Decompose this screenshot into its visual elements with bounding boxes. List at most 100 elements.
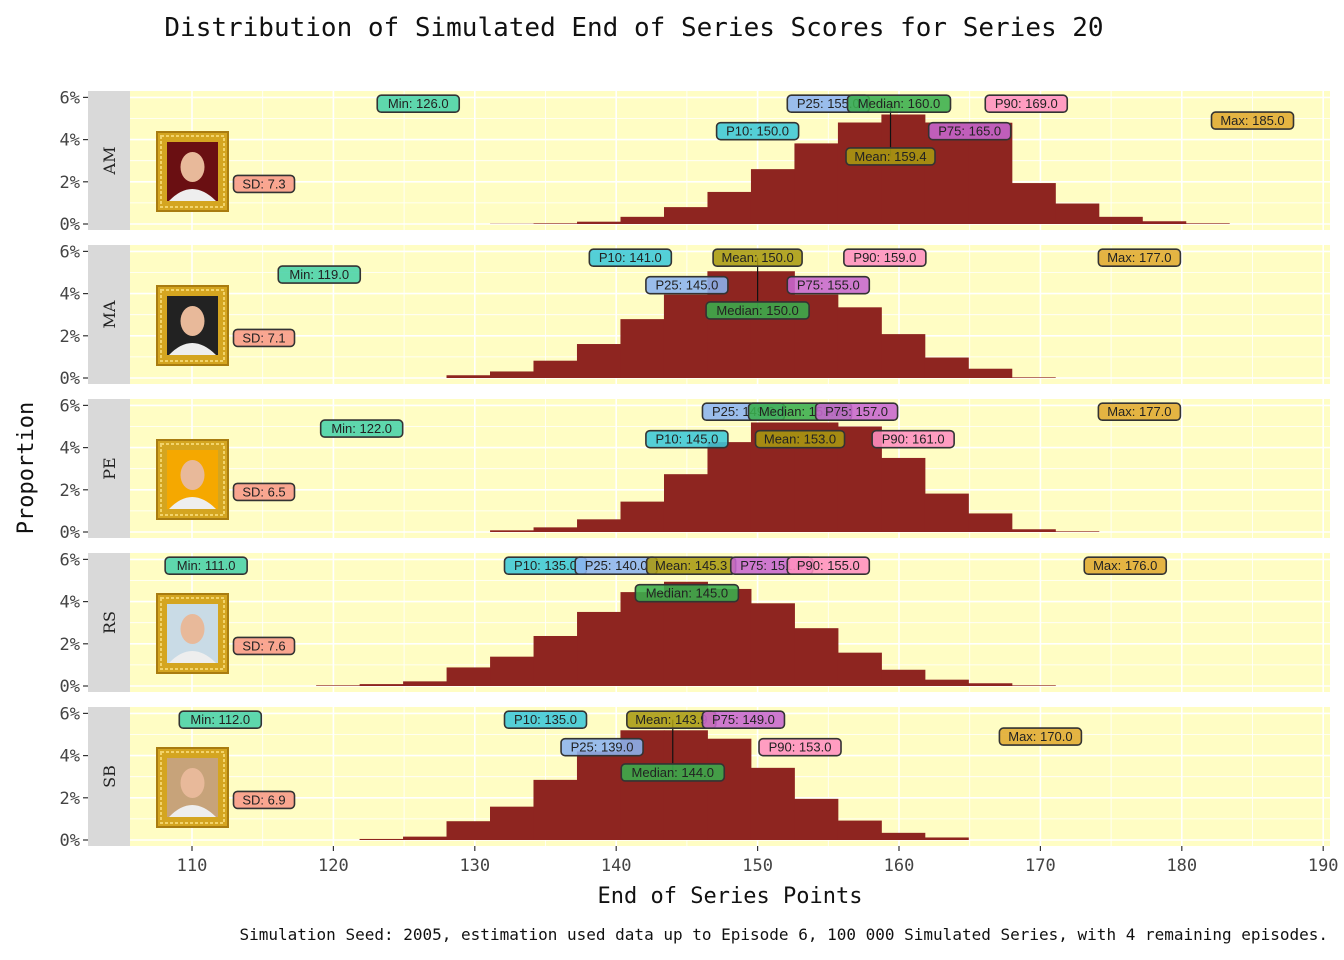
stat-label-p75: P75: 149.0 <box>701 710 786 730</box>
contestant-portrait <box>156 131 229 212</box>
y-tick-label: 2% <box>60 635 80 655</box>
y-tick-label: 6% <box>60 704 80 724</box>
histogram-bar <box>707 588 752 686</box>
stat-label-mean: Mean: 153.0 <box>754 429 846 449</box>
histogram-bar <box>663 294 708 378</box>
shoulders-shape <box>169 189 216 201</box>
histogram-bar <box>968 513 1013 532</box>
stat-label-text: Median: 160.0 <box>858 96 940 111</box>
stat-label-box <box>1210 111 1295 130</box>
stat-label-text: Mean: 159.4 <box>854 149 926 164</box>
contestant-portrait <box>156 747 229 828</box>
face-shape <box>180 152 205 182</box>
shoulders-shape <box>169 651 216 663</box>
stat-label-box <box>701 710 786 730</box>
frame-ornament <box>160 751 225 824</box>
stat-label-box <box>178 710 263 730</box>
histogram-bar <box>490 371 534 378</box>
stat-label-text: P25: 145.0 <box>655 278 718 293</box>
histogram-bar <box>490 806 534 840</box>
facet-strip <box>88 91 130 230</box>
x-tick-label: 130 <box>459 856 490 876</box>
stat-label-mean: Mean: 150.0 <box>712 248 803 268</box>
x-tick-label: 150 <box>742 856 773 876</box>
stat-label-text: Median: 144.0 <box>632 765 714 780</box>
histogram-bar <box>968 368 1013 378</box>
face-shape <box>180 306 205 336</box>
stat-label-box <box>927 121 1012 141</box>
stat-label-text: Max: 176.0 <box>1093 558 1157 573</box>
histogram-bar <box>663 474 708 532</box>
y-tick-label: 4% <box>60 593 80 613</box>
stat-label-box <box>634 583 740 603</box>
stat-label-box <box>620 763 726 782</box>
histogram-bar <box>924 493 969 532</box>
y-tick-label: 4% <box>60 285 80 305</box>
y-tick-label: 6% <box>60 88 80 108</box>
histogram-bar <box>1055 531 1100 532</box>
stat-label-text: Min: 126.0 <box>388 96 449 111</box>
stat-label-box <box>560 737 644 757</box>
stat-label-max: Max: 177.0 <box>1097 402 1182 422</box>
histogram-bar <box>1011 685 1056 686</box>
stat-label-median: Median: 160.0 <box>846 94 952 114</box>
histogram-bar <box>446 821 491 840</box>
stat-label-box <box>705 301 810 320</box>
histogram-bar <box>576 751 621 840</box>
facet-strip <box>88 399 130 538</box>
stat-label-box <box>503 710 588 730</box>
histogram-bar <box>577 611 622 686</box>
stat-label-box <box>998 727 1083 746</box>
y-tick-label: 2% <box>60 789 80 809</box>
stat-label-min: Min: 119.0 <box>277 265 362 284</box>
stat-label-p25: P25: 139.0 <box>560 737 644 757</box>
face-shape <box>180 768 205 798</box>
histogram-bar <box>837 652 882 686</box>
stat-label-median: Median: 144.0 <box>620 763 726 782</box>
stat-label-box <box>1083 556 1168 576</box>
stat-label-text: P10: 145.0 <box>655 432 718 447</box>
histogram-bar <box>663 730 708 840</box>
histogram-bar <box>533 635 578 686</box>
panel-rs: RS 0% 2% 4% 6% Min: 111.0 P10: 135.0 P25: 140.0… <box>60 550 1330 697</box>
y-tick-label: 0% <box>60 369 80 389</box>
histogram-bar <box>1142 221 1187 224</box>
stat-label-text: Median: 150.0 <box>716 303 798 318</box>
stat-label-box <box>814 402 899 422</box>
stat-label-text: P90: 169.0 <box>995 96 1058 111</box>
histogram-bar <box>403 681 448 686</box>
stat-label-min: Min: 112.0 <box>178 710 263 730</box>
histogram-bar <box>750 767 795 840</box>
stat-label-text: Max: 185.0 <box>1220 113 1284 128</box>
stat-label-max: Max: 176.0 <box>1083 556 1168 576</box>
stat-label-text: P25: 155.0 <box>797 96 860 111</box>
histogram-bar <box>794 143 839 224</box>
stat-label-text: P10: 135.0 <box>514 712 577 727</box>
y-tick-label: 4% <box>60 439 80 459</box>
stat-label-p10: P10: 135.0 <box>503 710 588 730</box>
histogram-bar <box>533 527 578 532</box>
histogram-bar <box>1011 183 1056 224</box>
y-tick-label: 0% <box>60 677 80 697</box>
facet-strip <box>88 245 130 384</box>
stat-label-text: P10: 150.0 <box>726 124 789 139</box>
stat-label-p90: P90: 169.0 <box>984 94 1069 114</box>
histogram-bar <box>1055 203 1100 224</box>
stat-label-box <box>164 556 248 576</box>
facet-strip-label: MA <box>100 300 119 328</box>
histogram-bar <box>750 603 795 686</box>
histogram-bar <box>707 191 752 224</box>
histogram-bar <box>794 798 839 840</box>
stat-label-text: SD: 6.9 <box>242 792 285 807</box>
stat-label-text: Min: 119.0 <box>289 267 349 282</box>
shoulders-shape <box>169 805 216 817</box>
stat-label-box <box>1097 402 1182 422</box>
stat-label-text: Min: 111.0 <box>177 558 236 573</box>
stat-label-sd: SD: 7.6 <box>232 636 296 656</box>
histogram-bar <box>881 457 926 532</box>
y-tick-label: 2% <box>60 173 80 193</box>
stat-label-box <box>232 174 296 194</box>
histogram-bar <box>707 442 752 532</box>
histogram-bar <box>446 375 491 378</box>
stat-label-mean: Mean: 143.9 <box>626 710 717 730</box>
